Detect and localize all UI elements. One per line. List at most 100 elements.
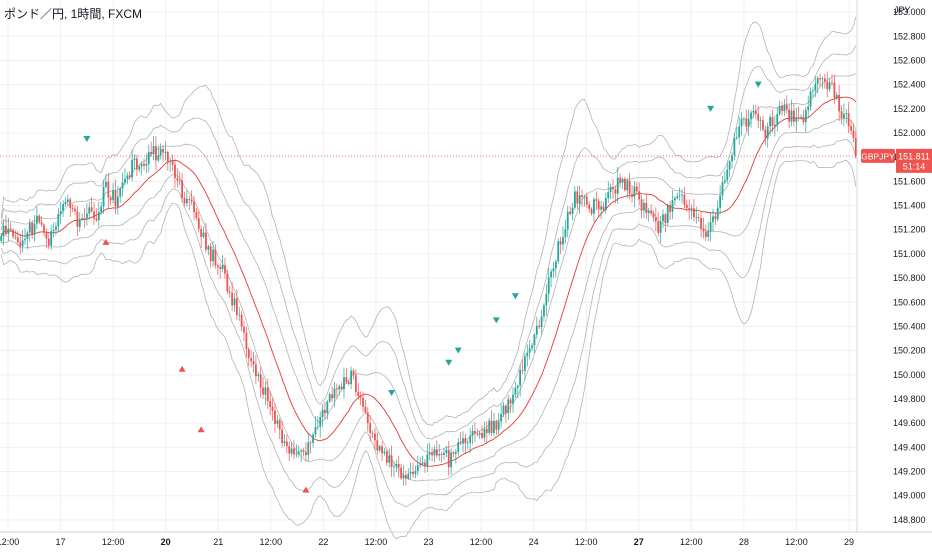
candle-body bbox=[245, 332, 248, 350]
candle-body bbox=[250, 358, 253, 362]
candle-body bbox=[804, 110, 807, 123]
candle bbox=[433, 445, 436, 463]
candle-body bbox=[66, 199, 69, 203]
candle-body bbox=[412, 471, 414, 475]
candle-body bbox=[62, 204, 64, 211]
candle-body bbox=[795, 117, 798, 122]
candle bbox=[47, 231, 50, 249]
candle-body bbox=[181, 180, 184, 198]
candle bbox=[554, 259, 557, 278]
candle-body bbox=[316, 426, 319, 428]
candle-body bbox=[538, 325, 541, 328]
candle bbox=[16, 231, 19, 246]
candle bbox=[583, 194, 586, 207]
candle-body bbox=[293, 448, 295, 455]
time-axis[interactable]: 12:00 17 12:00 20 21 12:00 22 12:00 23 12:00 24 12:… bbox=[0, 531, 932, 547]
candle-body bbox=[643, 202, 645, 211]
candle-body bbox=[652, 213, 655, 218]
candle bbox=[781, 101, 783, 116]
candle bbox=[64, 197, 67, 207]
candle bbox=[795, 107, 798, 132]
candle bbox=[723, 171, 726, 185]
candle-body bbox=[478, 433, 481, 435]
candle-body bbox=[159, 148, 162, 156]
candle bbox=[819, 73, 822, 87]
candle bbox=[131, 149, 134, 182]
candle bbox=[440, 451, 443, 463]
band-line bbox=[1, 117, 857, 482]
candle-body bbox=[83, 218, 86, 219]
candle bbox=[107, 172, 110, 209]
candle-body bbox=[650, 210, 652, 214]
candle-body bbox=[171, 161, 174, 165]
candle bbox=[257, 371, 260, 382]
candle bbox=[359, 391, 362, 406]
candle-body bbox=[2, 225, 5, 237]
candle bbox=[571, 202, 574, 221]
candle bbox=[762, 115, 764, 132]
candle-body bbox=[31, 223, 34, 235]
candle bbox=[40, 216, 43, 227]
candle bbox=[126, 172, 129, 185]
candle-body bbox=[81, 218, 84, 220]
candle-body bbox=[128, 175, 131, 178]
up-marker bbox=[197, 426, 205, 433]
candle bbox=[31, 220, 34, 240]
candle-body bbox=[447, 449, 450, 468]
candle bbox=[759, 116, 762, 132]
candle-body bbox=[47, 238, 50, 246]
candle-body bbox=[221, 265, 224, 270]
down-marker bbox=[492, 317, 500, 324]
candle bbox=[264, 381, 267, 406]
candle bbox=[512, 387, 514, 413]
band-line bbox=[0, 138, 857, 508]
candle bbox=[188, 195, 191, 211]
candle-body bbox=[19, 242, 22, 247]
candle bbox=[69, 197, 72, 217]
candle bbox=[181, 173, 184, 203]
candle-body bbox=[219, 267, 222, 270]
candle-body bbox=[454, 452, 457, 454]
candle bbox=[445, 445, 448, 458]
candle-body bbox=[462, 438, 464, 444]
candle bbox=[309, 440, 312, 454]
candle-body bbox=[788, 109, 791, 122]
x-tick-label: 28 bbox=[739, 537, 749, 547]
candle bbox=[543, 303, 545, 322]
candle-body bbox=[623, 178, 626, 191]
candle bbox=[121, 172, 124, 197]
candle bbox=[331, 386, 333, 403]
candle-body bbox=[521, 369, 524, 371]
candle bbox=[116, 185, 119, 215]
candle-body bbox=[26, 232, 29, 239]
candle bbox=[590, 207, 593, 216]
candle-body bbox=[628, 180, 631, 194]
candle-body bbox=[212, 249, 214, 262]
candle bbox=[243, 320, 245, 342]
candle-body bbox=[369, 423, 372, 433]
candle bbox=[95, 208, 98, 222]
candle bbox=[800, 114, 802, 120]
candle-body bbox=[812, 90, 814, 92]
candle-body bbox=[485, 428, 488, 433]
band-line bbox=[0, 17, 857, 427]
candle bbox=[424, 459, 426, 473]
candle bbox=[178, 171, 181, 186]
candle-body bbox=[16, 237, 19, 243]
candle-body bbox=[421, 462, 424, 465]
candle-body bbox=[762, 120, 764, 130]
candle-body bbox=[800, 116, 802, 118]
candle bbox=[581, 189, 583, 207]
candle-body bbox=[350, 370, 353, 385]
candle bbox=[354, 369, 357, 397]
candle-body bbox=[738, 126, 741, 138]
candle bbox=[71, 203, 74, 213]
candle bbox=[307, 432, 310, 462]
candle bbox=[281, 420, 283, 448]
candle-body bbox=[719, 195, 722, 208]
candle-body bbox=[662, 214, 664, 222]
price-axis[interactable]: 153.000 152.800 152.600 152.400 152.200 152.0… bbox=[856, 0, 926, 532]
candle bbox=[147, 144, 150, 173]
